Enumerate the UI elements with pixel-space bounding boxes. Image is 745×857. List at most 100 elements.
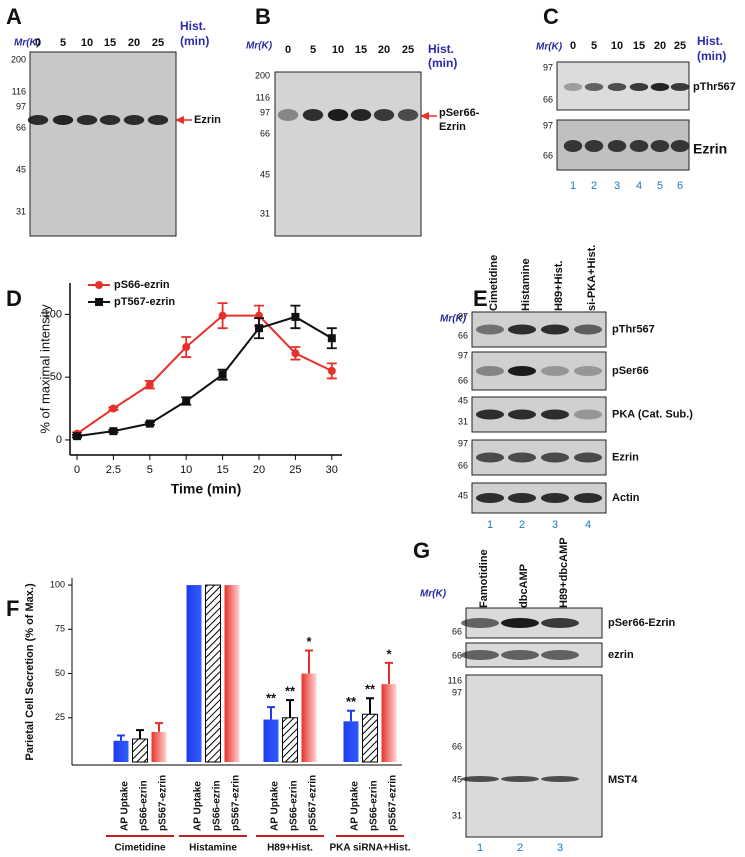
band xyxy=(670,83,690,91)
band xyxy=(541,776,579,782)
panel-label: E xyxy=(473,286,488,311)
band xyxy=(607,140,627,152)
series-label: pS66-ezrin xyxy=(289,780,300,831)
marker-label: 66 xyxy=(458,460,468,470)
marker-label: 97 xyxy=(452,687,462,697)
band xyxy=(540,452,570,463)
series-label: AP Uptake xyxy=(193,781,204,831)
marker-label: 97 xyxy=(458,350,468,360)
bar xyxy=(362,713,378,763)
blot-label: Ezrin xyxy=(693,141,727,157)
panel-label: D xyxy=(6,286,22,311)
band xyxy=(507,493,537,503)
point xyxy=(327,334,336,343)
band xyxy=(573,366,603,376)
blot-label: pThr567 xyxy=(693,81,736,93)
blot-label: Actin xyxy=(612,492,640,504)
band xyxy=(461,650,499,660)
panel-label: B xyxy=(255,4,271,29)
group-label: PKA siRNA+Hist. xyxy=(329,843,410,854)
marker-label: 31 xyxy=(452,810,462,820)
band xyxy=(629,140,649,152)
mr-label: Mr(K) xyxy=(14,38,41,49)
band xyxy=(563,83,583,91)
lane-label: H89+dbcAMP xyxy=(558,537,570,608)
panel-label: A xyxy=(6,4,22,29)
marker-label: 31 xyxy=(458,416,468,426)
band xyxy=(373,109,395,121)
y-tick-label: 75 xyxy=(55,624,65,634)
lane-label: H89+Hist. xyxy=(553,261,565,311)
group-label: Histamine xyxy=(189,843,237,854)
series-label: pS66-ezrin xyxy=(212,780,223,831)
marker-label: 97 xyxy=(543,62,553,72)
y-tick-label: 25 xyxy=(55,712,65,722)
mr-label: Mr(K) xyxy=(246,41,273,52)
bar xyxy=(151,731,167,762)
band xyxy=(475,409,505,420)
marker-label: 97 xyxy=(16,101,26,111)
marker-label: 66 xyxy=(452,650,462,660)
band xyxy=(302,109,324,121)
lane-number: 1 xyxy=(487,519,493,531)
band xyxy=(607,83,627,91)
marker-label: 66 xyxy=(452,626,462,636)
bar xyxy=(205,584,221,763)
x-tick-label: 15 xyxy=(216,464,228,476)
bar xyxy=(113,740,129,762)
band xyxy=(327,109,349,121)
point xyxy=(218,370,227,379)
series-label: AP Uptake xyxy=(270,781,281,831)
marker-label: 66 xyxy=(543,150,553,160)
lane-label: Cimetidine xyxy=(488,255,500,311)
band xyxy=(573,324,603,335)
lane-title: Hist. xyxy=(697,34,723,48)
marker-label: 200 xyxy=(255,70,270,80)
marker-label: 31 xyxy=(16,206,26,216)
series-label: AP Uptake xyxy=(120,781,131,831)
lane-label: 5 xyxy=(591,40,597,52)
marker-label: 97 xyxy=(260,107,270,117)
lane-title: Hist. xyxy=(428,42,454,56)
band xyxy=(650,140,670,152)
x-tick-label: 25 xyxy=(289,464,301,476)
band xyxy=(397,109,419,121)
blot xyxy=(274,71,422,237)
lane-number: 1 xyxy=(477,842,483,854)
band xyxy=(123,115,145,125)
blot-label: pSer66 xyxy=(612,365,649,377)
x-tick-label: 0 xyxy=(74,464,80,476)
lane-label: 20 xyxy=(654,40,666,52)
point xyxy=(109,427,118,436)
blot xyxy=(465,674,603,838)
error-bar xyxy=(136,729,144,739)
significance: ** xyxy=(285,684,296,699)
y-tick-label: 0 xyxy=(56,434,62,446)
band xyxy=(573,493,603,503)
series-label: pS567-ezrin xyxy=(158,775,169,831)
bar xyxy=(343,721,359,762)
marker-label: 66 xyxy=(260,128,270,138)
panel-label: C xyxy=(543,4,559,29)
error-bar xyxy=(267,706,275,720)
group-label: H89+Hist. xyxy=(267,843,313,854)
lane-title: (min) xyxy=(428,56,457,70)
band xyxy=(501,776,539,782)
band-label: Ezrin xyxy=(194,114,221,126)
lane-number: 3 xyxy=(552,519,558,531)
blot-label: Ezrin xyxy=(612,451,639,463)
blot-label: pSer66-Ezrin xyxy=(608,617,676,629)
x-tick-label: 10 xyxy=(180,464,192,476)
lane-number: 5 xyxy=(657,180,663,192)
point xyxy=(327,366,336,375)
band xyxy=(475,452,505,463)
x-tick-label: 30 xyxy=(326,464,338,476)
band xyxy=(27,115,49,125)
marker-label: 66 xyxy=(458,375,468,385)
band xyxy=(501,618,539,628)
lane-number: 6 xyxy=(677,180,683,192)
blot-label: ezrin xyxy=(608,649,634,661)
band xyxy=(99,115,121,125)
band xyxy=(475,324,505,335)
marker-label: 116 xyxy=(256,92,270,102)
